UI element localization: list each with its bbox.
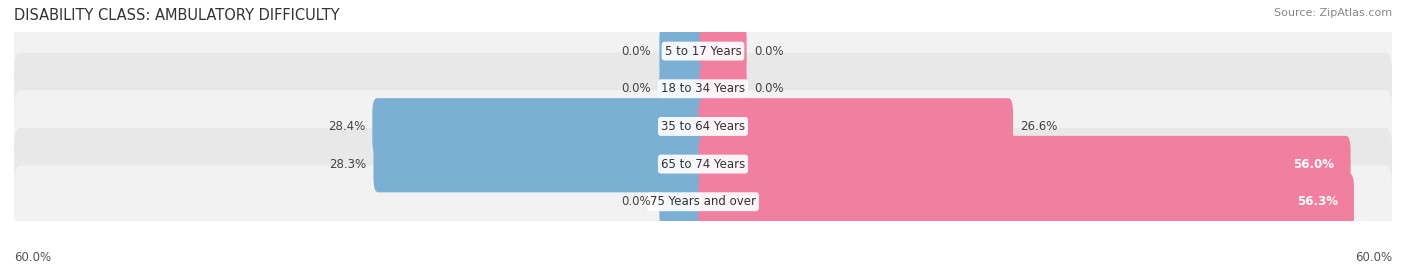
Text: 5 to 17 Years: 5 to 17 Years <box>665 45 741 58</box>
Text: Source: ZipAtlas.com: Source: ZipAtlas.com <box>1274 8 1392 18</box>
FancyBboxPatch shape <box>14 166 1392 238</box>
FancyBboxPatch shape <box>700 27 747 76</box>
Text: 0.0%: 0.0% <box>621 195 651 208</box>
Text: 56.0%: 56.0% <box>1294 158 1334 171</box>
FancyBboxPatch shape <box>14 15 1392 87</box>
FancyBboxPatch shape <box>374 136 707 192</box>
FancyBboxPatch shape <box>659 177 706 226</box>
Text: 28.3%: 28.3% <box>329 158 367 171</box>
Text: 60.0%: 60.0% <box>1355 251 1392 264</box>
Text: 0.0%: 0.0% <box>755 82 785 95</box>
Text: 0.0%: 0.0% <box>621 45 651 58</box>
Text: 60.0%: 60.0% <box>14 251 51 264</box>
Text: 26.6%: 26.6% <box>1019 120 1057 133</box>
Text: 0.0%: 0.0% <box>755 45 785 58</box>
Text: 18 to 34 Years: 18 to 34 Years <box>661 82 745 95</box>
Text: 0.0%: 0.0% <box>621 82 651 95</box>
Text: DISABILITY CLASS: AMBULATORY DIFFICULTY: DISABILITY CLASS: AMBULATORY DIFFICULTY <box>14 8 340 23</box>
FancyBboxPatch shape <box>373 98 707 155</box>
FancyBboxPatch shape <box>700 64 747 113</box>
FancyBboxPatch shape <box>659 27 706 76</box>
FancyBboxPatch shape <box>14 90 1392 162</box>
Text: 56.3%: 56.3% <box>1296 195 1339 208</box>
FancyBboxPatch shape <box>14 53 1392 125</box>
Text: 65 to 74 Years: 65 to 74 Years <box>661 158 745 171</box>
FancyBboxPatch shape <box>699 98 1014 155</box>
Text: 28.4%: 28.4% <box>328 120 366 133</box>
FancyBboxPatch shape <box>699 174 1354 230</box>
FancyBboxPatch shape <box>14 128 1392 200</box>
FancyBboxPatch shape <box>659 64 706 113</box>
FancyBboxPatch shape <box>699 136 1351 192</box>
Text: 35 to 64 Years: 35 to 64 Years <box>661 120 745 133</box>
Text: 75 Years and over: 75 Years and over <box>650 195 756 208</box>
